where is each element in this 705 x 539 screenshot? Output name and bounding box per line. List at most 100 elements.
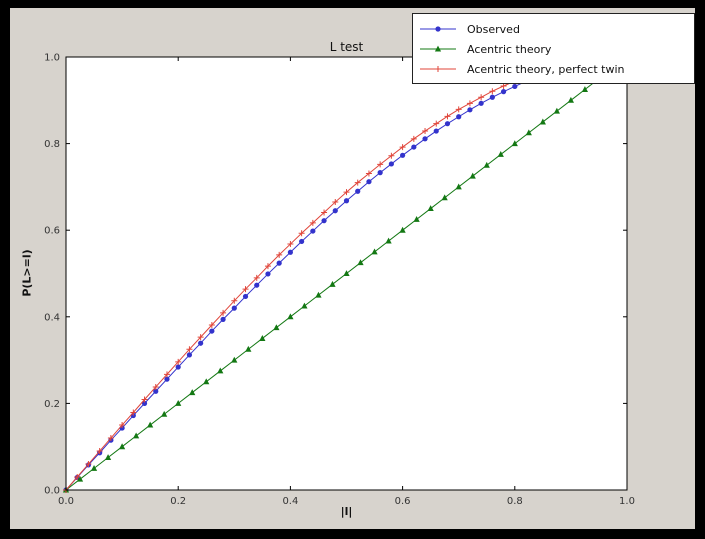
x-tick-label: 0.0 [58,496,74,507]
marker-triangle [469,172,476,179]
marker-plus [231,297,238,304]
marker-plus [343,189,350,196]
marker-circle [265,271,271,277]
legend-item: Observed [419,19,688,39]
x-tick-label: 0.2 [170,496,186,507]
marker-plus [422,128,429,135]
marker-plus [220,309,227,316]
marker-triangle [413,215,420,222]
marker-plus [152,383,159,390]
marker-plus [253,274,260,281]
marker-plus [276,251,283,258]
marker-triangle [385,237,392,244]
marker-circle [332,208,338,214]
marker-triangle [90,464,98,471]
y-tick-label: 0.8 [44,139,60,150]
marker-triangle [287,313,294,320]
marker-plus [466,100,473,107]
series-acentric-theory-perfect-twin [63,66,552,493]
marker-plus [455,106,462,113]
legend-sample-plus-icon [420,66,456,72]
legend-label: Observed [467,22,520,36]
axes-border [65,56,628,491]
y-tick-label: 0.0 [44,486,60,497]
marker-plus [332,199,339,206]
marker-triangle [455,183,462,190]
marker-triangle [329,280,336,287]
marker-triangle [553,107,560,114]
marker-triangle [427,205,434,212]
marker-plus [444,113,451,120]
y-tick-label: 0.2 [44,399,60,410]
x-tick-label: 0.6 [395,496,411,507]
marker-circle [411,144,417,150]
marker-circle [500,89,507,95]
legend-sample-triangle-icon [420,45,456,52]
marker-circle [512,83,518,90]
marker-plus [175,358,182,365]
marker-circle [400,152,406,158]
marker-plus [264,263,271,270]
marker-triangle [441,194,448,201]
marker-circle [456,114,462,120]
chart-title: L test [329,40,364,54]
marker-circle [153,388,159,394]
marker-circle [209,328,215,334]
y-tick-label: 0.4 [44,312,60,323]
marker-triangle [371,248,378,255]
marker-circle [422,136,428,142]
marker-circle [435,26,441,32]
marker-triangle [161,410,168,417]
marker-triangle [497,151,504,157]
legend-sample-circle-icon [420,26,456,32]
marker-plus [141,396,148,403]
marker-triangle [483,161,490,168]
legend: Observed Acentric theory Acentric theory, … [412,13,695,84]
legend-item: Acentric theory [419,39,688,59]
y-tick-label: 1.0 [44,53,60,64]
marker-circle [489,94,495,100]
marker-triangle [357,259,364,266]
x-tick-label: 0.8 [507,496,523,507]
marker-plus [85,461,92,468]
y-axis-label: P(L>=l) [20,249,34,297]
marker-plus [130,409,137,416]
marker-plus [365,170,372,177]
marker-circle [433,128,439,134]
marker-triangle [104,454,112,461]
marker-triangle [217,367,224,374]
marker-circle [388,161,394,167]
marker-circle [141,400,148,406]
marker-triangle [119,443,126,450]
marker-plus [478,94,485,101]
marker-circle [343,198,350,204]
marker-circle [231,305,237,311]
legend-label: Acentric theory [467,42,552,56]
marker-triangle [259,335,266,341]
legend-label: Acentric theory, perfect twin [467,62,625,76]
marker-circle [377,170,383,176]
marker-plus [74,474,81,481]
marker-plus [433,120,440,127]
marker-plus [107,435,114,442]
marker-circle [254,282,260,288]
marker-plus [119,422,126,429]
marker-triangle [133,432,140,439]
marker-plus [388,152,395,159]
marker-circle [242,293,249,300]
marker-circle [444,121,451,127]
x-tick-label: 1.0 [619,496,635,507]
marker-circle [164,376,170,382]
marker-triangle [189,389,196,396]
marker-triangle [399,226,406,233]
marker-circle [287,249,293,255]
marker-plus [354,179,361,186]
marker-triangle [245,345,252,352]
marker-plus [197,334,204,341]
marker-plus [242,286,249,293]
marker-plus [489,88,496,95]
series-line [65,67,614,491]
marker-triangle [525,129,532,136]
marker-circle [198,340,204,346]
marker-plus [287,241,294,248]
